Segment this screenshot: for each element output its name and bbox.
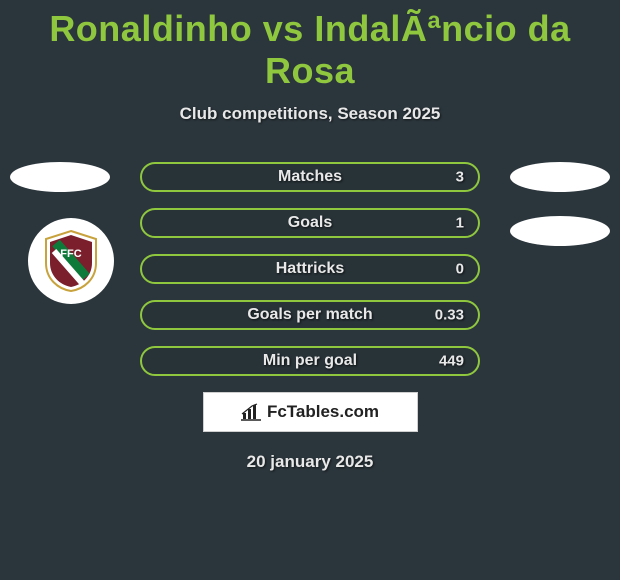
stat-label: Goals bbox=[142, 214, 478, 232]
comparison-panel: FFC Matches 3 Goals 1 Hattricks 0 Goals … bbox=[0, 162, 620, 472]
stat-bar-goals: Goals 1 bbox=[140, 208, 480, 238]
stat-value: 0 bbox=[456, 261, 464, 278]
fluminense-crest-icon: FFC bbox=[42, 229, 100, 293]
stat-label: Hattricks bbox=[142, 260, 478, 278]
stat-value: 0.33 bbox=[435, 307, 464, 324]
player-right-placeholder-2 bbox=[510, 216, 610, 246]
svg-text:FFC: FFC bbox=[60, 248, 81, 260]
date-text: 20 january 2025 bbox=[0, 452, 620, 472]
stat-value: 1 bbox=[456, 215, 464, 232]
stat-value: 449 bbox=[439, 353, 464, 370]
stat-label: Matches bbox=[142, 168, 478, 186]
stat-bars: Matches 3 Goals 1 Hattricks 0 Goals per … bbox=[140, 162, 480, 376]
stat-bar-min-per-goal: Min per goal 449 bbox=[140, 346, 480, 376]
stat-bar-hattricks: Hattricks 0 bbox=[140, 254, 480, 284]
stat-value: 3 bbox=[456, 169, 464, 186]
stat-label: Goals per match bbox=[142, 306, 478, 324]
brand-text: FcTables.com bbox=[267, 402, 379, 422]
stat-label: Min per goal bbox=[142, 352, 478, 370]
player-left-placeholder bbox=[10, 162, 110, 192]
subtitle: Club competitions, Season 2025 bbox=[0, 104, 620, 124]
player-right-placeholder-1 bbox=[510, 162, 610, 192]
stat-bar-matches: Matches 3 bbox=[140, 162, 480, 192]
page-title: Ronaldinho vs IndalÃªncio da Rosa bbox=[0, 0, 620, 92]
stat-bar-goals-per-match: Goals per match 0.33 bbox=[140, 300, 480, 330]
bar-chart-icon bbox=[241, 403, 261, 421]
brand-box: FcTables.com bbox=[203, 392, 418, 432]
club-badge: FFC bbox=[28, 218, 114, 304]
